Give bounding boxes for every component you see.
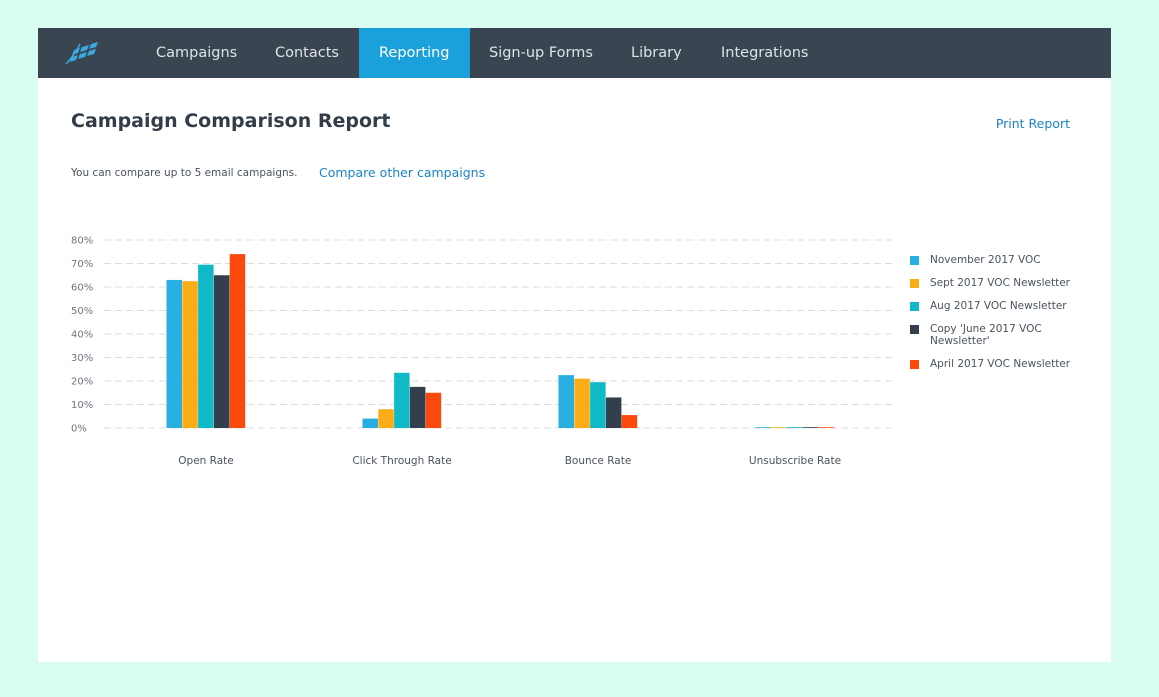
logo-icon[interactable] bbox=[64, 40, 104, 66]
y-tick-label: 30% bbox=[71, 353, 93, 364]
bar bbox=[198, 264, 214, 428]
bar bbox=[378, 409, 394, 428]
bar bbox=[787, 427, 803, 428]
bar bbox=[590, 382, 606, 428]
legend-label: April 2017 VOC Newsletter bbox=[930, 358, 1071, 370]
compare-other-campaigns-link[interactable]: Compare other campaigns bbox=[319, 165, 486, 180]
legend-label: November 2017 VOC bbox=[930, 254, 1041, 266]
bar bbox=[574, 378, 590, 428]
bar bbox=[818, 427, 835, 428]
y-tick-label: 50% bbox=[71, 306, 93, 317]
nav-library[interactable]: Library bbox=[631, 45, 682, 61]
bar bbox=[394, 372, 410, 428]
bar bbox=[166, 279, 182, 428]
bar bbox=[755, 427, 771, 428]
bar bbox=[605, 397, 622, 428]
chart-legend: November 2017 VOC Sept 2017 VOC Newslette… bbox=[910, 254, 1110, 381]
bar bbox=[362, 418, 378, 428]
page-title: Campaign Comparison Report bbox=[71, 110, 391, 132]
bar bbox=[802, 427, 819, 428]
legend-label: Copy 'June 2017 VOC Newsletter' bbox=[930, 323, 1042, 347]
legend-swatch bbox=[910, 279, 919, 288]
bar bbox=[425, 392, 442, 428]
x-category-label: Unsubscribe Rate bbox=[749, 455, 841, 467]
y-tick-label: 60% bbox=[71, 283, 93, 294]
print-report-link[interactable]: Print Report bbox=[995, 116, 1070, 131]
bar bbox=[621, 415, 638, 428]
legend-swatch bbox=[910, 256, 919, 265]
y-tick-label: 40% bbox=[71, 330, 93, 341]
bar bbox=[558, 375, 574, 428]
legend-swatch bbox=[910, 302, 919, 311]
y-tick-label: 10% bbox=[71, 400, 93, 411]
legend-item[interactable]: April 2017 VOC Newsletter bbox=[910, 358, 1110, 370]
bar bbox=[409, 386, 426, 428]
bar bbox=[182, 281, 198, 428]
nav-sign-up-forms[interactable]: Sign-up Forms bbox=[489, 45, 593, 61]
legend-label: Sept 2017 VOC Newsletter bbox=[930, 277, 1070, 289]
nav-reporting[interactable]: Reporting bbox=[359, 28, 470, 78]
bar bbox=[213, 275, 230, 428]
nav-contacts[interactable]: Contacts bbox=[275, 45, 339, 61]
y-tick-label: 0% bbox=[71, 424, 87, 435]
app-window: Campaigns Contacts Reporting Sign-up For… bbox=[38, 28, 1111, 662]
top-navbar: Campaigns Contacts Reporting Sign-up For… bbox=[38, 28, 1111, 78]
y-tick-label: 20% bbox=[71, 377, 93, 388]
bar bbox=[771, 427, 787, 428]
nav-campaigns[interactable]: Campaigns bbox=[156, 45, 238, 61]
legend-swatch bbox=[910, 360, 919, 369]
legend-item[interactable]: November 2017 VOC bbox=[910, 254, 1110, 266]
legend-swatch bbox=[910, 325, 919, 334]
legend-item[interactable]: Aug 2017 VOC Newsletter bbox=[910, 300, 1110, 312]
x-category-label: Open Rate bbox=[178, 455, 233, 467]
legend-item[interactable]: Sept 2017 VOC Newsletter bbox=[910, 277, 1110, 289]
y-tick-label: 70% bbox=[71, 259, 93, 270]
nav-integrations[interactable]: Integrations bbox=[721, 45, 809, 61]
y-tick-label: 80% bbox=[71, 236, 93, 247]
legend-label: Aug 2017 VOC Newsletter bbox=[930, 300, 1067, 312]
comparison-bar-chart: 0% 10% 20% 30% 40% 50% 60% 70% 80% Open Rate Click… bbox=[71, 236, 894, 467]
compare-hint: You can compare up to 5 email campaigns. bbox=[71, 167, 298, 179]
x-category-label: Click Through Rate bbox=[352, 455, 451, 467]
bar bbox=[229, 254, 246, 428]
x-category-label: Bounce Rate bbox=[565, 455, 632, 467]
legend-item[interactable]: Copy 'June 2017 VOC Newsletter' bbox=[910, 323, 1110, 347]
